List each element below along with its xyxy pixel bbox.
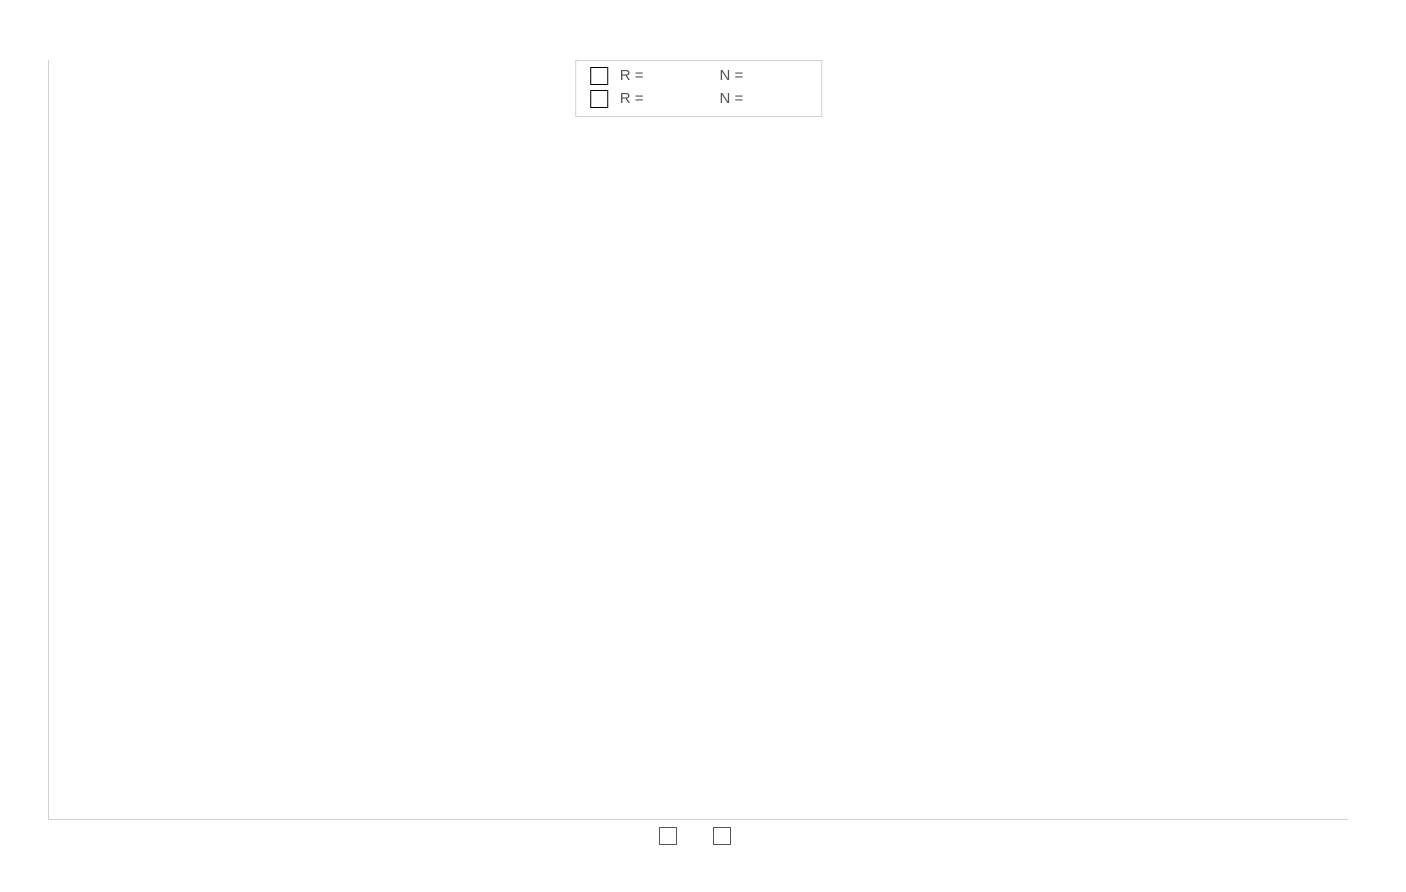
legend-item-srilanka [713,827,739,845]
legend-item-koreans [659,827,685,845]
stats-row-srilanka: R = N = [590,88,808,111]
stat-label-n: N = [720,65,744,88]
bottom-legend [659,827,739,845]
plot-area: R = N = R = N = [48,60,1348,820]
scatter-plot-svg [49,60,1348,819]
swatch-srilanka [590,90,608,108]
swatch-srilanka [713,827,731,845]
stat-label-n: N = [720,88,744,111]
stats-row-koreans: R = N = [590,65,808,88]
stats-legend: R = N = R = N = [575,60,823,117]
swatch-koreans [590,67,608,85]
stat-label-r: R = [620,88,644,111]
swatch-koreans [659,827,677,845]
stat-label-r: R = [620,65,644,88]
